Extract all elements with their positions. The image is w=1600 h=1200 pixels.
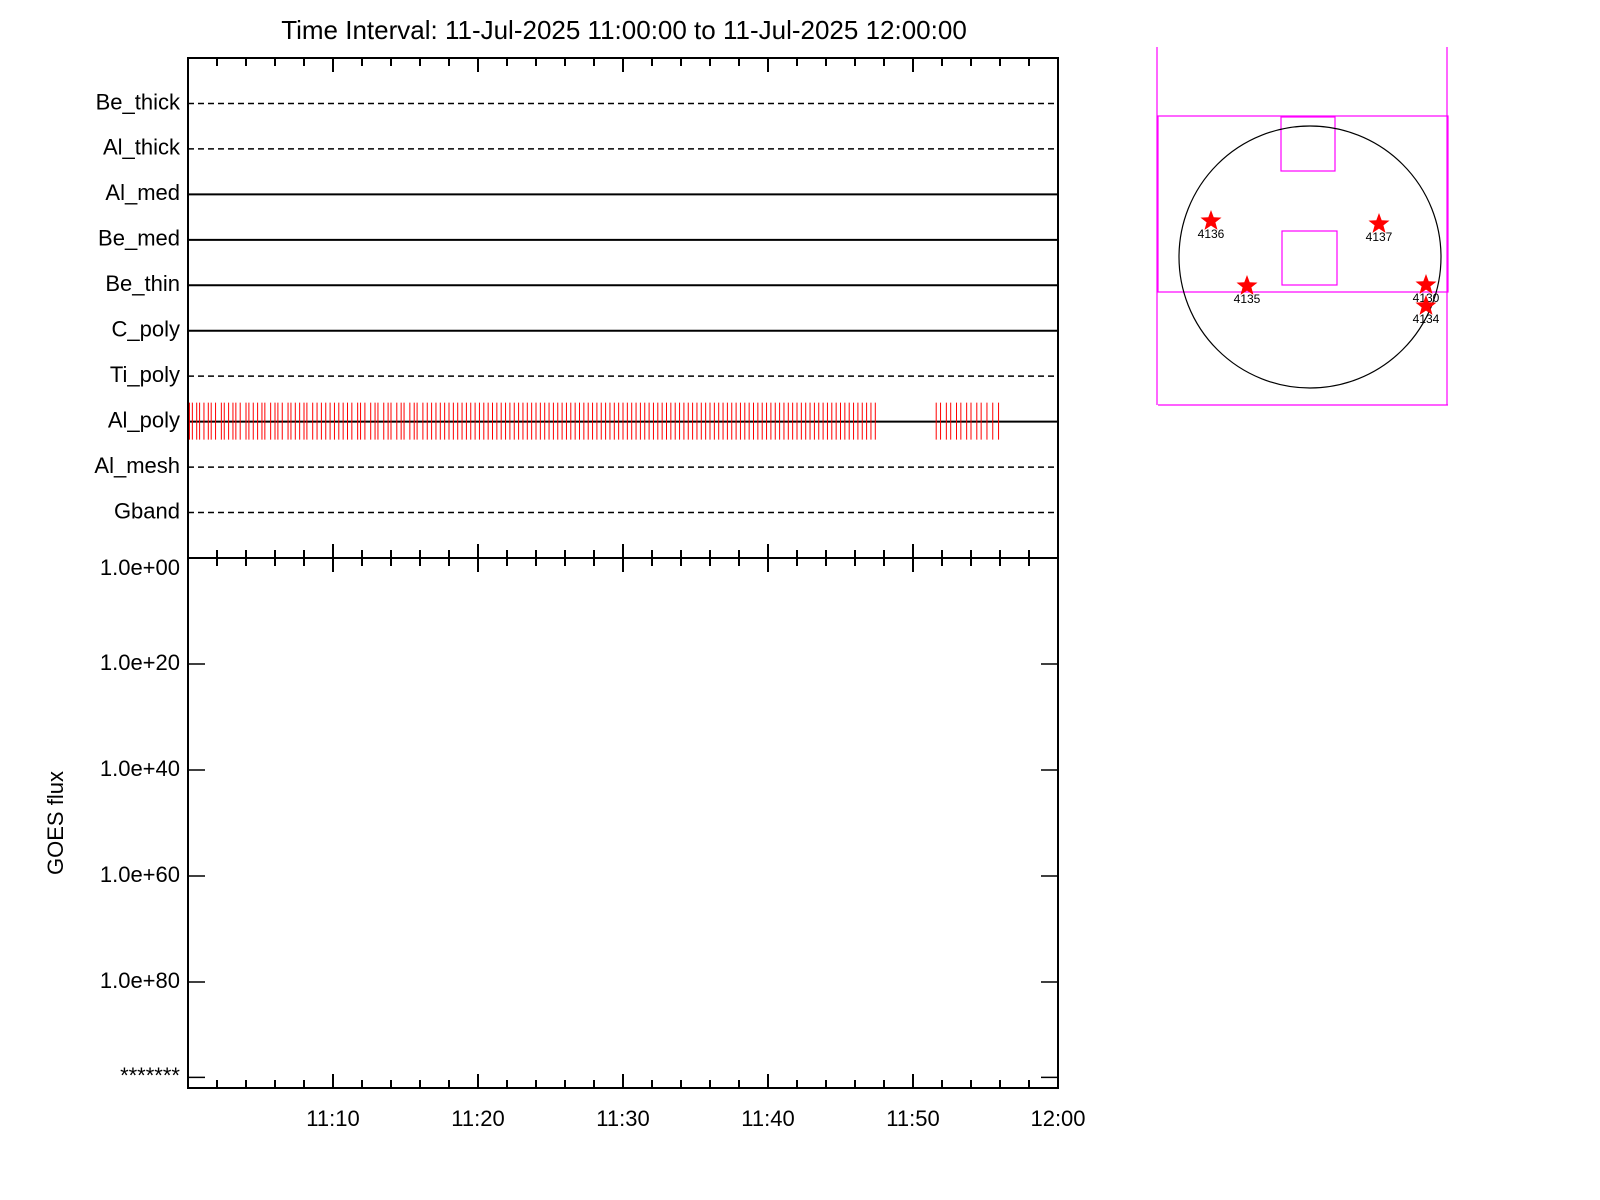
x-tick-label: 11:50 <box>886 1106 939 1131</box>
y-tick-label: 1.0e+00 <box>100 555 180 580</box>
x-tick-label: 11:30 <box>596 1106 649 1131</box>
region-marker <box>1415 295 1437 315</box>
filter-label: Be_thin <box>105 271 180 296</box>
filter-label: C_poly <box>112 317 180 342</box>
y-tick-label: 1.0e+40 <box>100 756 180 781</box>
filter-label: Ti_poly <box>110 362 180 387</box>
upper-frame <box>187 57 1059 559</box>
fov-box <box>1281 230 1338 286</box>
filter-label: Be_med <box>98 226 180 251</box>
y-tick-label: 1.0e+80 <box>100 968 180 993</box>
y-tick-label: 1.0e+60 <box>100 862 180 887</box>
region-marker <box>1368 213 1390 233</box>
filter-label: Al_mesh <box>94 453 180 478</box>
region-label: 4135 <box>1234 292 1261 306</box>
filter-label: Al_thick <box>103 135 181 160</box>
region-label: 4136 <box>1198 227 1225 241</box>
fov-box <box>1157 115 1449 293</box>
y-tick-label: 1.0e+20 <box>100 650 180 675</box>
filter-label: Al_poly <box>108 407 180 432</box>
region-label: 4134 <box>1413 312 1440 326</box>
context-map <box>1156 47 1449 406</box>
filter-label: Al_med <box>105 180 180 205</box>
chart-title: Time Interval: 11-Jul-2025 11:00:00 to 1… <box>281 15 967 45</box>
region-marker <box>1415 274 1437 294</box>
filter-label: Be_thick <box>96 89 181 114</box>
x-tick-label: 11:10 <box>306 1106 359 1131</box>
y-tick-label: ******* <box>120 1063 180 1088</box>
y-axis-label: GOES flux <box>43 771 68 875</box>
fov-box <box>1280 116 1336 172</box>
solar-disk <box>1178 125 1442 389</box>
regions: 41364137413541304134 <box>1198 210 1440 326</box>
x-tick-label: 12:00 <box>1030 1106 1085 1131</box>
lower-frame <box>187 557 1059 1089</box>
region-marker <box>1200 210 1222 230</box>
filter-label: Gband <box>114 498 180 523</box>
x-tick-label: 11:40 <box>741 1106 794 1131</box>
region-marker <box>1236 275 1258 295</box>
region-label: 4137 <box>1366 230 1393 244</box>
x-tick-label: 11:20 <box>451 1106 504 1131</box>
